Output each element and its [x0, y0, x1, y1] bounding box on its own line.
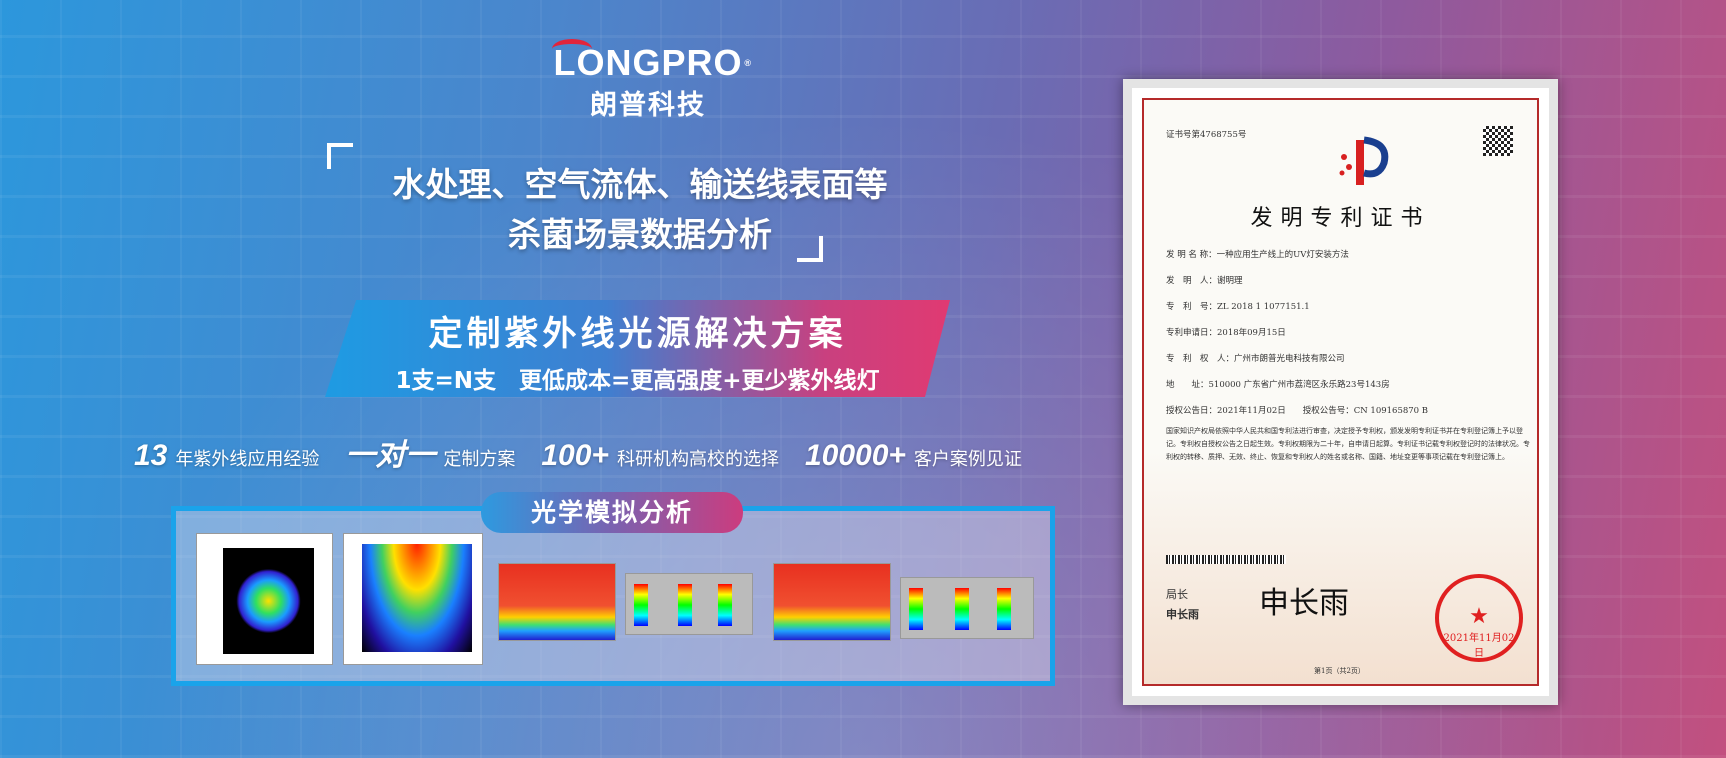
- banner-subtitle: 1支=N支 更低成本=更高强度+更少紫外线灯: [395, 368, 880, 394]
- stat-number: 10000+: [804, 439, 906, 472]
- cert-field: 地 址：510000 广东省广州市荔湾区永乐路23号143房: [1166, 380, 1390, 390]
- simulation-colorbars-2: [900, 577, 1034, 639]
- logo-arc-icon: [552, 39, 592, 59]
- director-title: 局长: [1166, 588, 1188, 601]
- simulation-image-1: [196, 533, 333, 665]
- registered-mark: ®: [744, 58, 752, 68]
- quote-bracket-open: [327, 143, 353, 169]
- stat-number: 一对一: [345, 439, 436, 472]
- seal-date: 2021年11月02日: [1443, 633, 1515, 659]
- cert-field: 授权公告日：2021年11月02日 授权公告号：CN 109165870 B: [1166, 406, 1429, 416]
- cert-field: 专 利 权 人：广州市朗普光电科技有限公司: [1166, 354, 1345, 364]
- simulation-colorbars-1: [625, 573, 753, 635]
- simulation-image-4: [773, 563, 891, 641]
- logo-chinese: 朗普科技: [590, 90, 706, 121]
- cnipa-emblem-icon: [1339, 136, 1389, 185]
- simulation-image-2: [343, 533, 483, 665]
- page-number: 第1页（共2页）: [1314, 667, 1365, 675]
- optical-simulation-panel: [171, 506, 1055, 686]
- panel-title-pill: 光学模拟分析: [481, 492, 743, 533]
- cert-number: 证书号第4768755号: [1166, 130, 1247, 140]
- cert-body: 国家知识产权局依照中华人民共和国专利法进行审查，决定授予专利权，颁发发明专利证书…: [1166, 427, 1530, 461]
- official-seal: ★ 2021年11月02日: [1435, 574, 1523, 662]
- stat-label: 年紫外线应用经验: [175, 449, 320, 470]
- cert-title: 发明专利证书: [1250, 206, 1431, 231]
- cert-field: 发 明 人：谢明理: [1166, 276, 1243, 286]
- banner-title: 定制紫外线光源解决方案: [428, 314, 847, 354]
- cert-field: 专 利 号：ZL 2018 1 1077151.1: [1166, 302, 1310, 312]
- barcode: [1166, 555, 1286, 564]
- simulation-image-3: [498, 563, 616, 641]
- director-name: 申长雨: [1166, 608, 1199, 621]
- qr-code: [1483, 126, 1513, 156]
- stat-label: 客户案例见证: [913, 449, 1022, 470]
- stat-label: 科研机构高校的选择: [616, 449, 779, 470]
- longpro-logo: LONGPRO ® 朗普科技: [548, 39, 751, 122]
- stats-row: 13 年紫外线应用经验 一对一 定制方案 100+ 科研机构高校的选择 10000+ 客…: [134, 430, 1040, 474]
- patent-certificate: 证书号第4768755号 发明专利证书 发 明 名 称：一种应用生产线上的UV灯…: [1123, 79, 1558, 705]
- stat-number: 100+: [541, 439, 609, 472]
- quote-bracket-close: [797, 236, 823, 262]
- signature: 申长雨: [1259, 586, 1349, 621]
- cert-field: 专利申请日：2018年09月15日: [1166, 328, 1286, 338]
- headline-line2: 杀菌场景数据分析: [508, 215, 772, 254]
- stat-label: 定制方案: [443, 449, 516, 470]
- stat-number: 13: [134, 439, 168, 472]
- solution-banner: 定制紫外线光源解决方案 1支=N支 更低成本=更高强度+更少紫外线灯: [325, 300, 950, 397]
- headline-line1: 水处理、空气流体、输送线表面等: [392, 165, 888, 204]
- cert-field: 发 明 名 称：一种应用生产线上的UV灯安装方法: [1166, 250, 1349, 260]
